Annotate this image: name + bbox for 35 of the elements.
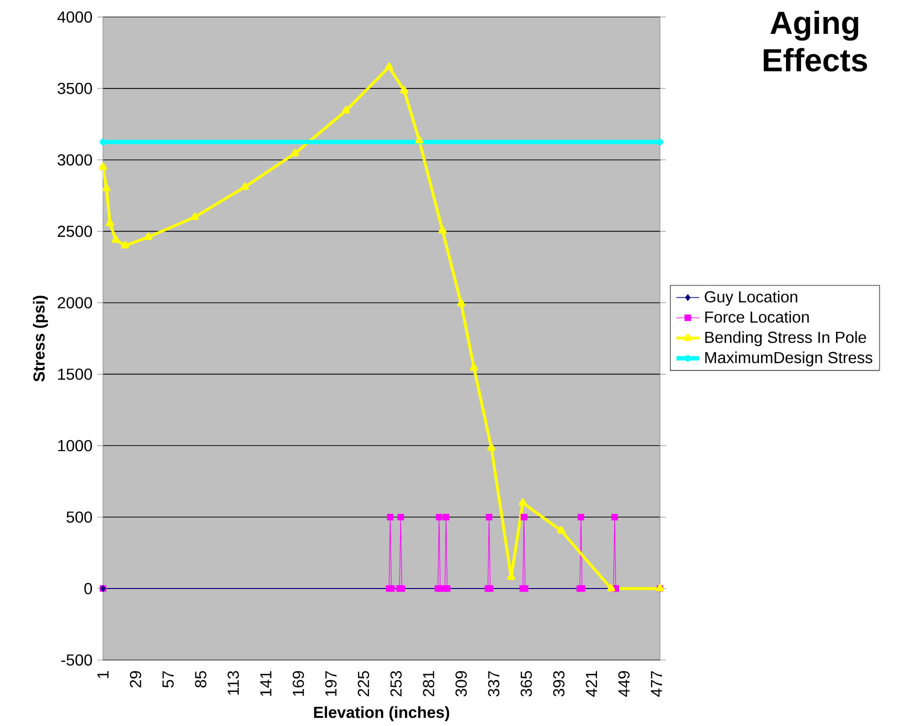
legend-label: Guy Location bbox=[704, 290, 798, 306]
x-tick-label: 449 bbox=[618, 671, 630, 697]
x-tick-label: 365 bbox=[520, 671, 532, 697]
y-tick-label: 1000 bbox=[58, 440, 92, 452]
x-tick-label: 421 bbox=[586, 671, 597, 697]
y-tick-label: 2000 bbox=[58, 297, 92, 309]
x-tick-label: 57 bbox=[162, 671, 174, 688]
y-tick-label: 1500 bbox=[58, 368, 92, 380]
x-tick-label: 253 bbox=[390, 671, 402, 696]
x-tick-label: 337 bbox=[488, 671, 500, 697]
y-tick-label: 3000 bbox=[58, 154, 92, 166]
x-tick-label: 281 bbox=[422, 671, 434, 696]
legend-label: Bending Stress In Pole bbox=[705, 331, 866, 346]
text: Aging Effects bbox=[764, 10, 868, 72]
x-tick-label: 393 bbox=[553, 671, 564, 697]
x-tick-label: 225 bbox=[358, 671, 370, 696]
x-tick-label: 141 bbox=[260, 671, 272, 696]
x-tick-label: 197 bbox=[325, 671, 337, 696]
y-tick-label: 0 bbox=[84, 583, 92, 594]
y-tick-label: 3500 bbox=[58, 82, 92, 94]
x-tick-label: 1 bbox=[98, 671, 109, 678]
x-tick-label: 113 bbox=[228, 671, 239, 695]
y-tick-label: 500 bbox=[66, 512, 92, 523]
legend-label: MaximumDesign Stress bbox=[705, 352, 872, 367]
x-axis-title: Elevation (inches) bbox=[314, 706, 450, 722]
x-tick-label: 309 bbox=[456, 671, 467, 697]
x-tick-label: 29 bbox=[130, 671, 142, 688]
y-axis-title: Stress (psi) bbox=[32, 296, 48, 382]
y-tick-label: 4000 bbox=[57, 12, 92, 23]
x-tick-label: 169 bbox=[292, 671, 304, 696]
x-tick-label: 85 bbox=[195, 671, 206, 688]
x-tick-label: 477 bbox=[651, 671, 662, 697]
y-tick-label: -500 bbox=[61, 654, 92, 666]
y-tick-label: 2500 bbox=[58, 226, 92, 238]
legend-label: Force Location bbox=[705, 311, 809, 323]
